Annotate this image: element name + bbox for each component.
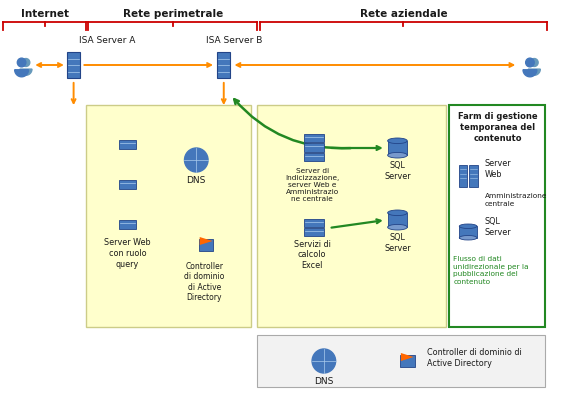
- Text: Amministrazione
centrale: Amministrazione centrale: [485, 193, 547, 206]
- FancyBboxPatch shape: [67, 52, 80, 78]
- Text: SQL
Server: SQL Server: [485, 217, 512, 237]
- Polygon shape: [20, 69, 32, 75]
- Text: DNS: DNS: [314, 377, 334, 386]
- Text: Internet: Internet: [21, 9, 68, 19]
- FancyBboxPatch shape: [199, 239, 213, 251]
- FancyBboxPatch shape: [257, 335, 545, 387]
- FancyBboxPatch shape: [388, 141, 407, 155]
- Text: DNS: DNS: [187, 176, 206, 185]
- FancyBboxPatch shape: [459, 226, 477, 238]
- Polygon shape: [15, 70, 29, 77]
- Text: Server Web
con ruolo
query: Server Web con ruolo query: [104, 238, 151, 269]
- Circle shape: [185, 148, 208, 172]
- Circle shape: [22, 59, 30, 66]
- Ellipse shape: [388, 224, 407, 230]
- Text: Rete perimetrale: Rete perimetrale: [123, 9, 223, 19]
- Circle shape: [526, 58, 534, 67]
- Text: Server
Web: Server Web: [485, 159, 512, 179]
- Text: SQL
Server: SQL Server: [384, 161, 411, 181]
- Text: Servizi di
calcolo
Excel: Servizi di calcolo Excel: [293, 240, 330, 270]
- Ellipse shape: [459, 235, 477, 240]
- Polygon shape: [200, 237, 213, 245]
- Circle shape: [312, 349, 335, 373]
- Ellipse shape: [459, 224, 477, 228]
- FancyBboxPatch shape: [449, 105, 545, 327]
- Polygon shape: [523, 70, 537, 77]
- FancyBboxPatch shape: [304, 219, 324, 227]
- Text: SQL
Server: SQL Server: [384, 233, 411, 253]
- Text: ISA Server A: ISA Server A: [79, 36, 135, 45]
- FancyBboxPatch shape: [304, 152, 324, 161]
- Ellipse shape: [388, 138, 407, 143]
- Text: Flusso di dati
unidirezionale per la
pubblicazione del
contenuto: Flusso di dati unidirezionale per la pub…: [453, 256, 529, 285]
- Text: Controller di dominio di
Active Directory: Controller di dominio di Active Director…: [427, 348, 522, 368]
- Text: Server di
Indicizzazione,
server Web e
Amministrazio
ne centrale: Server di Indicizzazione, server Web e A…: [285, 168, 339, 202]
- FancyBboxPatch shape: [304, 228, 324, 236]
- FancyBboxPatch shape: [388, 213, 407, 227]
- FancyBboxPatch shape: [119, 140, 136, 149]
- FancyBboxPatch shape: [458, 165, 467, 187]
- Polygon shape: [401, 353, 413, 361]
- Text: Controller
di dominio
di Active
Directory: Controller di dominio di Active Director…: [184, 262, 224, 302]
- FancyBboxPatch shape: [469, 165, 477, 187]
- FancyBboxPatch shape: [217, 52, 230, 78]
- Circle shape: [530, 59, 538, 66]
- FancyBboxPatch shape: [119, 180, 136, 189]
- FancyBboxPatch shape: [304, 134, 324, 142]
- Ellipse shape: [388, 210, 407, 216]
- FancyBboxPatch shape: [86, 105, 251, 327]
- Circle shape: [17, 58, 26, 67]
- FancyBboxPatch shape: [304, 143, 324, 152]
- FancyBboxPatch shape: [119, 220, 136, 229]
- Text: Farm di gestione
temporanea del
contenuto: Farm di gestione temporanea del contenut…: [458, 112, 537, 143]
- Text: Rete aziendale: Rete aziendale: [360, 9, 447, 19]
- Text: ISA Server B: ISA Server B: [206, 36, 263, 45]
- Ellipse shape: [388, 152, 407, 158]
- FancyBboxPatch shape: [400, 355, 415, 367]
- Polygon shape: [528, 69, 540, 75]
- FancyBboxPatch shape: [257, 105, 445, 327]
